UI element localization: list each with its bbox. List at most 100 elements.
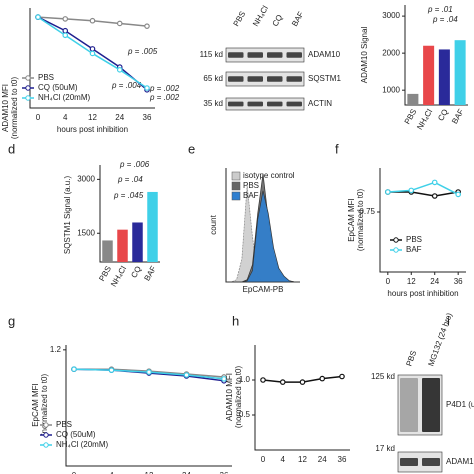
legend-label: BAF	[243, 191, 259, 200]
panel-letter: f	[335, 141, 339, 156]
x-tick-label: CQ	[436, 108, 450, 123]
point	[89, 46, 96, 52]
x-tick-label: NH₄Cl	[415, 107, 434, 131]
bar	[132, 222, 143, 262]
x-tick-label: 4	[109, 471, 114, 474]
y-axis-label: SQSTM1 Signal (a.u.)	[63, 176, 72, 255]
axes	[65, 345, 232, 467]
band	[286, 101, 302, 107]
y-tick-label: 1500	[77, 228, 95, 237]
band	[267, 76, 283, 82]
blot-panel	[397, 451, 443, 473]
band	[228, 101, 244, 107]
x-axis-label: hours post inhibition	[57, 125, 128, 134]
y-axis-label: EpCAM MFI	[347, 198, 356, 242]
protein-label: SQSTM1	[308, 74, 341, 83]
legend-label: CQ (50uM)	[56, 430, 96, 439]
x-tick-label: 12	[298, 455, 307, 464]
panel-letter: h	[232, 313, 239, 328]
marker-label: 17 kd	[375, 444, 395, 453]
point	[183, 372, 190, 378]
x-tick-label: BAF	[450, 107, 466, 125]
annotation: p = .01	[427, 5, 453, 14]
x-tick-label: 0	[72, 471, 77, 474]
point	[144, 23, 150, 29]
y-axis-label: EpCAM MFI	[31, 383, 40, 427]
band	[422, 378, 440, 432]
point	[385, 189, 391, 195]
legend-swatch	[231, 191, 241, 201]
legend-marker	[25, 85, 31, 91]
legend-label: CQ (50uM)	[38, 83, 78, 92]
x-tick-label: 0	[386, 277, 391, 286]
x-tick-label: 24	[115, 113, 124, 122]
x-tick-label: 36	[220, 471, 229, 474]
band	[247, 101, 263, 107]
point	[62, 32, 69, 39]
y-tick-label: 0.5	[239, 410, 251, 419]
point	[62, 16, 69, 22]
legend-label: PBS	[38, 73, 54, 82]
point	[116, 67, 123, 73]
protein-label: ACTIN	[308, 99, 332, 108]
marker-label: 125 kd	[371, 372, 395, 381]
legend-marker	[43, 442, 49, 448]
x-axis-label: hours post inhibition	[387, 289, 458, 298]
panel-letter: g	[8, 313, 15, 328]
point	[319, 375, 326, 382]
bar	[454, 40, 466, 106]
y-tick-label: 3000	[382, 11, 400, 20]
axes	[254, 345, 350, 451]
x-tick-label: 12	[88, 113, 97, 122]
y-tick-label: 2000	[382, 48, 400, 57]
y-axis-label: ADAM10 Signal	[360, 27, 369, 84]
lane-label: MG132 (24 hrs)	[426, 311, 454, 367]
point	[279, 379, 286, 385]
band	[286, 76, 302, 82]
band	[400, 378, 418, 432]
band	[267, 52, 283, 58]
point	[35, 14, 41, 20]
legend-label: isotype control	[243, 171, 295, 180]
y-axis-label: ADAM10 MFI	[225, 373, 234, 421]
band	[267, 101, 283, 107]
point	[116, 20, 123, 27]
annotation: p = .04	[432, 15, 458, 24]
point	[89, 50, 96, 57]
point	[221, 376, 227, 382]
legend-swatch	[231, 171, 241, 181]
point	[431, 193, 438, 199]
band	[286, 52, 302, 58]
band	[228, 52, 244, 58]
marker-label: 115 kd	[200, 50, 223, 59]
point	[89, 17, 96, 24]
point	[108, 367, 115, 373]
y-tick-label: 1.0	[239, 375, 251, 384]
y-tick-label: 1.2	[50, 345, 62, 354]
legend-marker	[393, 237, 399, 243]
legend-marker	[25, 95, 31, 101]
x-tick-label: 12	[407, 277, 416, 286]
x-tick-label: 0	[36, 113, 41, 122]
band	[228, 76, 244, 82]
y-axis-label: (normalized to t0)	[40, 374, 49, 437]
y-axis-label: ADAM10 MFI	[1, 84, 10, 132]
y-axis-label: (normalized to t0)	[356, 189, 365, 252]
annotation: p = .002	[149, 93, 180, 102]
x-tick-label: BAF	[142, 264, 158, 282]
x-tick-label: CQ	[129, 265, 143, 280]
annotation: p = .045	[113, 191, 144, 200]
lane-label: BAF	[290, 10, 306, 28]
point	[455, 191, 461, 198]
panel-letter: i	[447, 313, 450, 328]
annotation: p = .005	[127, 47, 158, 56]
x-tick-label: 36	[338, 455, 347, 464]
y-tick-label: 1000	[382, 85, 400, 94]
lane-label: CQ	[271, 13, 285, 28]
x-tick-label: 0	[261, 455, 266, 464]
panel-letter: d	[8, 141, 15, 156]
legend-swatch	[231, 181, 241, 191]
bar	[147, 191, 158, 262]
annotation: p = .04	[117, 175, 143, 184]
blot-panel	[225, 97, 305, 111]
